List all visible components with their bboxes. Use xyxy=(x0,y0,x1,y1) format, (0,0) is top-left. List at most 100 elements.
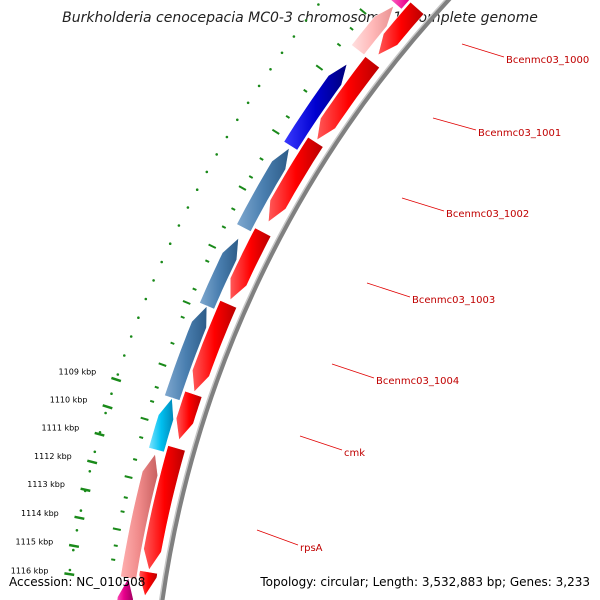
inner-tick xyxy=(231,207,236,211)
gene-label: Bcenmc03_1004 xyxy=(376,376,459,387)
inner-tick xyxy=(192,287,197,291)
gene-steel xyxy=(164,305,208,401)
gene-labels: Bcenmc03_1000 Bcenmc03_1001 Bcenmc03_1002 B… xyxy=(256,43,589,554)
scale-dot xyxy=(93,450,97,454)
inner-tick xyxy=(154,385,159,389)
inner-tick xyxy=(139,435,144,439)
scale-tick xyxy=(94,431,105,437)
inner-tick xyxy=(259,157,264,161)
scale-dot xyxy=(257,84,261,88)
inner-tick xyxy=(111,558,116,561)
backbone-line xyxy=(160,0,452,600)
gene-blue xyxy=(283,63,348,151)
inner-tick xyxy=(149,399,155,403)
scale-dot xyxy=(123,354,126,357)
scale-dot xyxy=(104,411,107,415)
label-leader xyxy=(331,363,375,379)
inner-tick xyxy=(349,26,354,31)
gene-label: Bcenmc03_1000 xyxy=(506,55,589,66)
gene-pink xyxy=(350,5,395,56)
inner-tick xyxy=(285,114,291,119)
scale-dot xyxy=(129,335,133,338)
scale-label: 1112 kbp xyxy=(34,452,72,461)
scale-dot xyxy=(88,470,92,473)
label-leader xyxy=(461,43,505,58)
gene-magenta xyxy=(390,0,411,10)
gene-label: Bcenmc03_1002 xyxy=(446,209,529,220)
label-leader xyxy=(366,282,411,298)
cds-forward xyxy=(175,390,203,441)
scale-label: 1115 kbp xyxy=(16,538,54,547)
scale-dot xyxy=(292,35,296,38)
inner-ticks xyxy=(111,8,367,561)
cds-forward xyxy=(316,56,381,141)
scale-dot xyxy=(144,297,148,301)
inner-tick xyxy=(112,527,121,531)
gene-label: Bcenmc03_1001 xyxy=(478,128,561,139)
inner-tick xyxy=(315,64,324,71)
gene-features xyxy=(116,0,425,600)
scale-dot xyxy=(152,279,155,282)
cds-forward xyxy=(377,1,425,56)
gene-steel xyxy=(199,237,239,310)
gene-label: Bcenmc03_1003 xyxy=(412,295,495,306)
scale-label: 1114 kbp xyxy=(21,509,59,518)
scale-dot xyxy=(110,392,113,396)
genome-summary: Topology: circular; Length: 3,532,883 bp… xyxy=(260,575,590,589)
scale-dot xyxy=(75,529,79,532)
inner-tick xyxy=(303,88,308,93)
scale-dot xyxy=(116,373,120,376)
scale-tick xyxy=(86,459,98,465)
inner-tick xyxy=(180,315,185,319)
cds-forward xyxy=(229,227,272,301)
scale-tick xyxy=(74,515,85,521)
inner-tick xyxy=(140,416,149,421)
cds-forward xyxy=(267,136,324,223)
scale-dot xyxy=(79,509,83,512)
scale-label: 1116 kbp xyxy=(11,566,49,575)
inner-tick xyxy=(158,362,167,367)
inner-tick xyxy=(336,42,342,47)
accession-label: Accession: NC_010508 xyxy=(9,575,146,589)
scale-dot xyxy=(137,316,140,320)
scale-tick xyxy=(64,572,75,577)
scale-dot xyxy=(280,51,284,55)
inner-tick xyxy=(182,299,191,305)
scale-dot xyxy=(225,135,229,139)
cds-forward xyxy=(191,300,238,393)
gene-steel xyxy=(236,147,290,233)
gene-magenta xyxy=(116,577,134,600)
scale-tick xyxy=(111,376,122,383)
scale-dot xyxy=(246,101,250,105)
inner-tick xyxy=(238,185,247,191)
scale-dot xyxy=(236,118,239,122)
scale-dot xyxy=(195,188,199,191)
scale-dot xyxy=(317,3,320,6)
inner-tick xyxy=(208,243,217,249)
inner-tick xyxy=(359,8,367,15)
scale-label: 1111 kbp xyxy=(42,424,80,433)
scale-dot xyxy=(160,260,163,264)
scale-dot xyxy=(215,153,218,156)
scale-dot xyxy=(177,224,181,227)
scale-dot xyxy=(269,68,272,71)
scale-label: 1110 kbp xyxy=(50,396,88,405)
scale-dots xyxy=(64,3,320,577)
gene-salmon xyxy=(120,453,159,580)
scale-dot xyxy=(68,568,72,572)
inner-tick xyxy=(132,458,138,461)
scale-tick xyxy=(102,404,113,410)
chromosome-backbone xyxy=(159,0,452,600)
scale-dot xyxy=(186,206,190,209)
scale-tick xyxy=(80,487,91,493)
inner-tick xyxy=(204,259,210,263)
inner-tick xyxy=(113,544,118,547)
inner-tick xyxy=(170,341,175,345)
gene-label: cmk xyxy=(344,448,365,459)
backbone-shadow xyxy=(159,0,447,600)
scale-labels: 1109 kbp 1110 kbp 1111 kbp 1112 kbp 1113 kbp… xyxy=(11,368,97,576)
scale-dot xyxy=(304,19,308,22)
label-leader xyxy=(401,197,445,212)
scale-dot xyxy=(168,242,172,245)
